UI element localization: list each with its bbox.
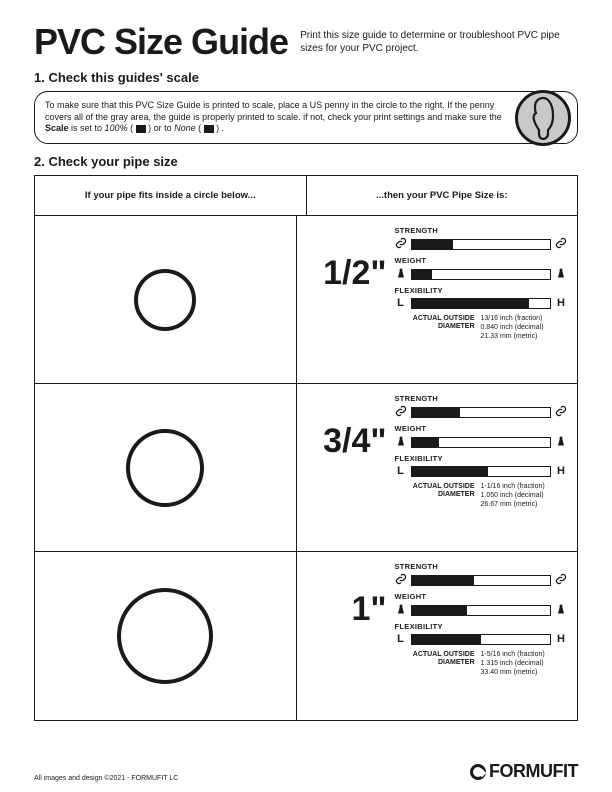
scale-text-c: ) or to (146, 123, 175, 133)
chain-icon (555, 573, 567, 585)
weight-bar (411, 605, 552, 616)
scale-100: 100% (105, 123, 131, 133)
aod-metric: 33.40 mm (metric) (481, 669, 545, 678)
section1-heading: 1. Check this guides' scale (34, 70, 578, 85)
flexibility-bar (411, 634, 552, 645)
size-circle (117, 588, 213, 684)
stats-block: STRENGTH WEIGHT FLEXIBILITY L H ACTUAL OUTSID… (395, 394, 568, 509)
table-row: 1" STRENGTH WEIGHT FLEXIBILITY L H ACTUAL OUTS… (35, 552, 577, 720)
col-header-right: ...then your PVC Pipe Size is: (307, 176, 578, 215)
flex-L: L (395, 465, 407, 477)
scale-text-b: is set to (69, 123, 105, 133)
circle-cell (35, 216, 297, 383)
aod-block: ACTUAL OUTSIDE DIAMETER 1-5/16 inch (frac… (395, 651, 568, 677)
size-label: 1" (307, 562, 387, 626)
chain-icon (555, 405, 567, 417)
flex-H: H (555, 633, 567, 645)
flexibility-label: FLEXIBILITY (395, 622, 568, 631)
aod-decimal: 1.050 inch (decimal) (481, 492, 545, 501)
scale-check-box: To make sure that this PVC Size Guide is… (34, 91, 578, 144)
weight-bar (411, 269, 552, 280)
size-circle (126, 429, 204, 507)
penny-circle (515, 90, 571, 146)
aod-label: ACTUAL OUTSIDE DIAMETER (395, 483, 475, 509)
info-cell: 1" STRENGTH WEIGHT FLEXIBILITY L H ACTUAL OUTS… (297, 552, 578, 720)
weight-icon (555, 603, 567, 615)
weight-icon (555, 435, 567, 447)
strength-label: STRENGTH (395, 394, 568, 403)
stats-block: STRENGTH WEIGHT FLEXIBILITY L H ACTUAL OUTSID… (395, 562, 568, 677)
flex-L: L (395, 633, 407, 645)
size-circle (134, 269, 196, 331)
flex-H: H (555, 465, 567, 477)
lincoln-profile-icon (526, 96, 560, 140)
strength-bar (411, 575, 552, 586)
flexibility-bar (411, 466, 552, 477)
aod-fraction: 1-1/16 inch (fraction) (481, 483, 545, 492)
info-cell: 1/2" STRENGTH WEIGHT FLEXIBILITY L H ACTUAL OU… (297, 216, 578, 383)
weight-icon (395, 435, 407, 447)
weight-icon (395, 267, 407, 279)
circle-cell (35, 552, 297, 720)
scale-text-a: To make sure that this PVC Size Guide is… (45, 100, 502, 122)
strength-label: STRENGTH (395, 226, 568, 235)
info-cell: 3/4" STRENGTH WEIGHT FLEXIBILITY L H ACTUAL OU… (297, 384, 578, 551)
col-header-left: If your pipe fits inside a circle below.… (35, 176, 307, 215)
brand-name: FORMUFIT (489, 761, 578, 782)
table-header-row: If your pipe fits inside a circle below.… (35, 176, 577, 216)
chain-icon (395, 237, 407, 249)
flex-H: H (555, 297, 567, 309)
table-row: 3/4" STRENGTH WEIGHT FLEXIBILITY L H ACTUAL OU… (35, 384, 577, 552)
flexibility-label: FLEXIBILITY (395, 286, 568, 295)
weight-icon (555, 267, 567, 279)
aod-fraction: 13/16 inch (fraction) (481, 315, 544, 324)
aod-metric: 26.67 mm (metric) (481, 501, 545, 510)
aod-label: ACTUAL OUTSIDE DIAMETER (395, 651, 475, 677)
windows-icon (204, 125, 214, 133)
circle-cell (35, 384, 297, 551)
aod-block: ACTUAL OUTSIDE DIAMETER 13/16 inch (fract… (395, 315, 568, 341)
chain-icon (555, 237, 567, 249)
weight-bar (411, 437, 552, 448)
weight-label: WEIGHT (395, 592, 568, 601)
chain-icon (395, 573, 407, 585)
flexibility-bar (411, 298, 552, 309)
aod-decimal: 0.840 inch (decimal) (481, 324, 544, 333)
weight-icon (395, 603, 407, 615)
weight-label: WEIGHT (395, 424, 568, 433)
aod-label: ACTUAL OUTSIDE DIAMETER (395, 315, 475, 341)
scale-bold: Scale (45, 123, 69, 133)
page-subtitle: Print this size guide to determine or tr… (300, 24, 578, 55)
aod-decimal: 1.315 inch (decimal) (481, 660, 545, 669)
stats-block: STRENGTH WEIGHT FLEXIBILITY L H ACTUAL OUTSID… (395, 226, 568, 341)
flexibility-label: FLEXIBILITY (395, 454, 568, 463)
scale-text-d: ) . (214, 123, 225, 133)
size-label: 3/4" (307, 394, 387, 458)
flex-L: L (395, 297, 407, 309)
page-title: PVC Size Guide (34, 24, 288, 60)
size-label: 1/2" (307, 226, 387, 290)
aod-fraction: 1-5/16 inch (fraction) (481, 651, 545, 660)
aod-metric: 21.33 mm (metric) (481, 333, 544, 342)
section2-heading: 2. Check your pipe size (34, 154, 578, 169)
strength-bar (411, 407, 552, 418)
apple-icon (136, 125, 146, 133)
scale-none: None (174, 123, 198, 133)
aod-block: ACTUAL OUTSIDE DIAMETER 1-1/16 inch (frac… (395, 483, 568, 509)
strength-label: STRENGTH (395, 562, 568, 571)
weight-label: WEIGHT (395, 256, 568, 265)
brand-icon (470, 764, 486, 780)
strength-bar (411, 239, 552, 250)
brand-logo: FORMUFIT (470, 761, 578, 782)
chain-icon (395, 405, 407, 417)
table-row: 1/2" STRENGTH WEIGHT FLEXIBILITY L H ACTUAL OU… (35, 216, 577, 384)
size-table: If your pipe fits inside a circle below.… (34, 175, 578, 721)
copyright-text: All images and design ©2021 - FORMUFIT L… (34, 775, 178, 782)
